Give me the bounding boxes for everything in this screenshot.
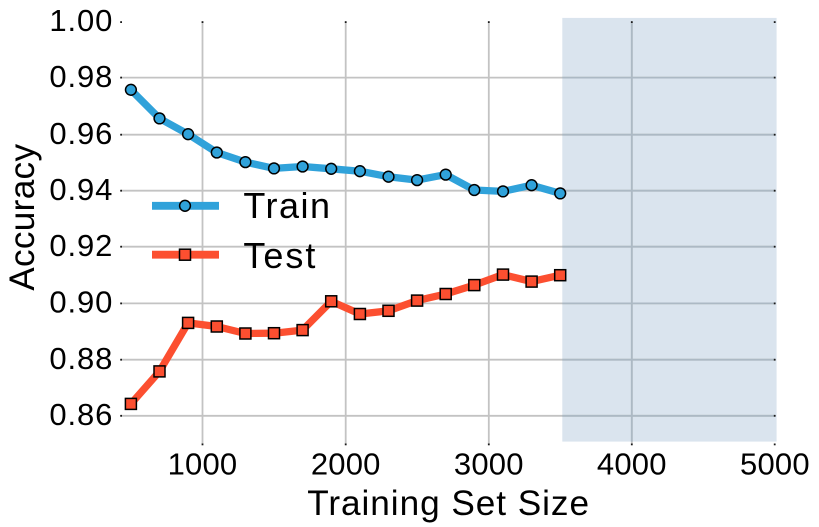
svg-text:0.92: 0.92 [49, 228, 113, 263]
svg-text:4000: 4000 [597, 446, 667, 481]
svg-text:0.98: 0.98 [49, 59, 113, 94]
svg-text:Test: Test [243, 235, 317, 276]
svg-text:1000: 1000 [168, 446, 238, 481]
svg-text:Training Set Size: Training Set Size [307, 484, 590, 523]
svg-text:0.86: 0.86 [49, 397, 113, 432]
svg-text:3000: 3000 [454, 446, 524, 481]
svg-text:0.90: 0.90 [49, 285, 113, 320]
svg-text:1.00: 1.00 [49, 3, 113, 38]
svg-text:2000: 2000 [311, 446, 381, 481]
svg-text:5000: 5000 [740, 446, 810, 481]
svg-text:Accuracy: Accuracy [3, 144, 42, 291]
svg-text:0.94: 0.94 [49, 172, 113, 207]
svg-text:Train: Train [243, 185, 331, 226]
svg-text:0.96: 0.96 [49, 116, 113, 151]
svg-text:0.88: 0.88 [49, 341, 113, 376]
